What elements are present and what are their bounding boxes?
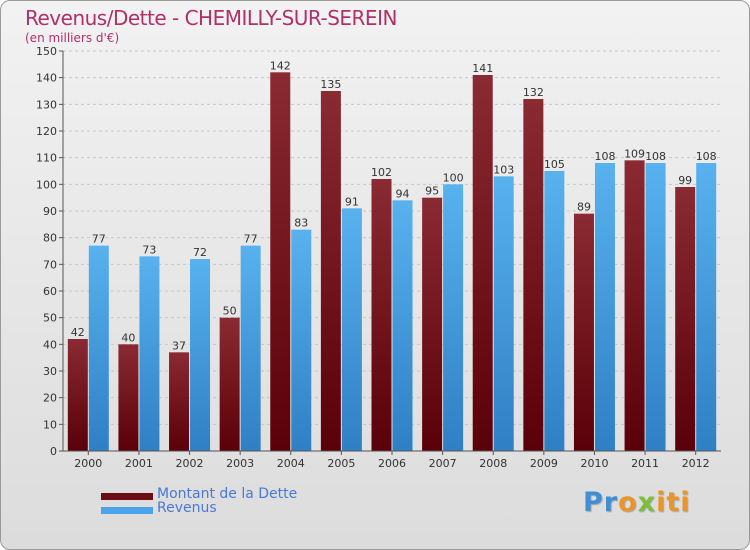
x-tick-label: 2010: [580, 457, 608, 470]
data-label-revenue: 83: [294, 217, 308, 230]
bar-debt: [523, 99, 544, 451]
y-tick-label: 90: [43, 205, 57, 218]
x-tick-label: 2000: [74, 457, 102, 470]
bar-revenue: [240, 245, 261, 451]
x-tick-label: 2001: [125, 457, 153, 470]
data-label-revenue: 100: [443, 171, 464, 184]
data-label-debt: 50: [223, 305, 237, 318]
legend-swatch-debt: [101, 493, 153, 500]
bar-debt: [118, 344, 139, 451]
data-label-debt: 135: [320, 78, 341, 91]
y-tick-label: 10: [43, 418, 57, 431]
data-label-debt: 40: [121, 331, 135, 344]
bar-debt: [422, 197, 443, 451]
x-tick-label: 2006: [378, 457, 406, 470]
data-label-revenue: 105: [544, 158, 565, 171]
legend-swatch-revenue: [101, 507, 153, 514]
y-tick-label: 50: [43, 312, 57, 325]
bar-debt: [675, 187, 696, 451]
bar-debt: [624, 160, 645, 452]
bar-debt: [472, 75, 493, 451]
bar-revenue: [493, 176, 514, 452]
y-tick-label: 120: [36, 125, 57, 138]
data-label-debt: 141: [472, 62, 493, 75]
bar-revenue: [341, 208, 362, 451]
bar-debt: [320, 91, 341, 451]
legend-label-revenue: Revenus: [157, 500, 217, 516]
data-label-debt: 42: [71, 326, 85, 339]
y-tick-label: 20: [43, 392, 57, 405]
bar-revenue: [443, 184, 464, 452]
y-tick-label: 140: [36, 72, 57, 85]
bar-revenue: [190, 259, 211, 451]
bar-revenue: [544, 171, 565, 451]
x-tick-label: 2002: [176, 457, 204, 470]
data-label-revenue: 108: [645, 150, 666, 163]
data-label-debt: 99: [678, 174, 692, 187]
y-tick-label: 60: [43, 285, 57, 298]
data-label-revenue: 94: [396, 187, 410, 200]
x-tick-label: 2011: [631, 457, 659, 470]
bar-debt: [573, 213, 594, 451]
data-label-debt: 89: [577, 201, 591, 214]
data-label-revenue: 108: [696, 150, 717, 163]
proxiti-logo: Proxiti: [583, 487, 691, 518]
data-label-debt: 109: [624, 147, 645, 160]
data-label-debt: 132: [523, 86, 544, 99]
y-tick-label: 130: [36, 98, 57, 111]
data-label-revenue: 77: [92, 233, 106, 246]
bar-revenue: [594, 163, 615, 451]
bar-revenue: [392, 200, 413, 451]
legend-label-debt: Montant de la Dette: [157, 486, 298, 502]
x-tick-label: 2005: [327, 457, 355, 470]
bar-debt: [219, 317, 240, 451]
x-tick-label: 2003: [226, 457, 254, 470]
y-tick-label: 80: [43, 232, 57, 245]
bar-revenue: [696, 163, 717, 451]
x-tick-label: 2012: [682, 457, 710, 470]
bar-revenue: [645, 163, 666, 451]
bar-revenue: [139, 256, 160, 451]
bar-revenue: [88, 245, 109, 451]
x-tick-label: 2008: [479, 457, 507, 470]
data-label-revenue: 73: [142, 243, 156, 256]
data-label-debt: 142: [270, 59, 291, 72]
y-tick-label: 110: [36, 152, 57, 165]
data-label-debt: 102: [371, 166, 392, 179]
bar-revenue: [291, 229, 312, 451]
data-label-debt: 37: [172, 339, 186, 352]
bar-debt: [67, 339, 88, 451]
bar-debt: [371, 179, 392, 451]
data-label-revenue: 77: [244, 233, 258, 246]
y-tick-label: 0: [50, 445, 57, 458]
y-tick-label: 100: [36, 178, 57, 191]
data-label-revenue: 103: [493, 163, 514, 176]
y-tick-label: 40: [43, 338, 57, 351]
x-tick-label: 2007: [429, 457, 457, 470]
data-label-revenue: 91: [345, 195, 359, 208]
y-tick-label: 70: [43, 258, 57, 271]
data-label-revenue: 72: [193, 246, 207, 259]
x-tick-label: 2004: [277, 457, 305, 470]
chart-subtitle: (en milliers d'€): [25, 31, 120, 45]
x-tick-label: 2009: [530, 457, 558, 470]
data-label-debt: 95: [425, 185, 439, 198]
chart-title: Revenus/Dette - CHEMILLY-SUR-SEREIN: [25, 6, 397, 30]
bar-debt: [169, 352, 190, 451]
bar-debt: [270, 72, 291, 451]
y-tick-label: 150: [36, 45, 57, 58]
y-tick-label: 30: [43, 365, 57, 378]
data-label-revenue: 108: [594, 150, 615, 163]
